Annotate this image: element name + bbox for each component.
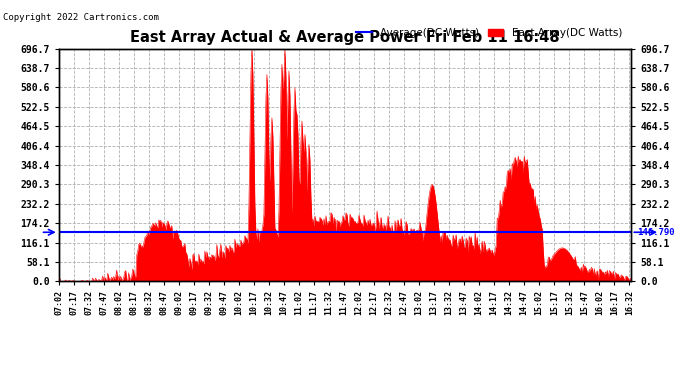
Legend: Average(DC Watts), East Array(DC Watts): Average(DC Watts), East Array(DC Watts) (352, 24, 626, 42)
Text: 146.790: 146.790 (637, 228, 675, 237)
Title: East Array Actual & Average Power Fri Feb 11 16:48: East Array Actual & Average Power Fri Fe… (130, 30, 560, 45)
Text: Copyright 2022 Cartronics.com: Copyright 2022 Cartronics.com (3, 13, 159, 22)
